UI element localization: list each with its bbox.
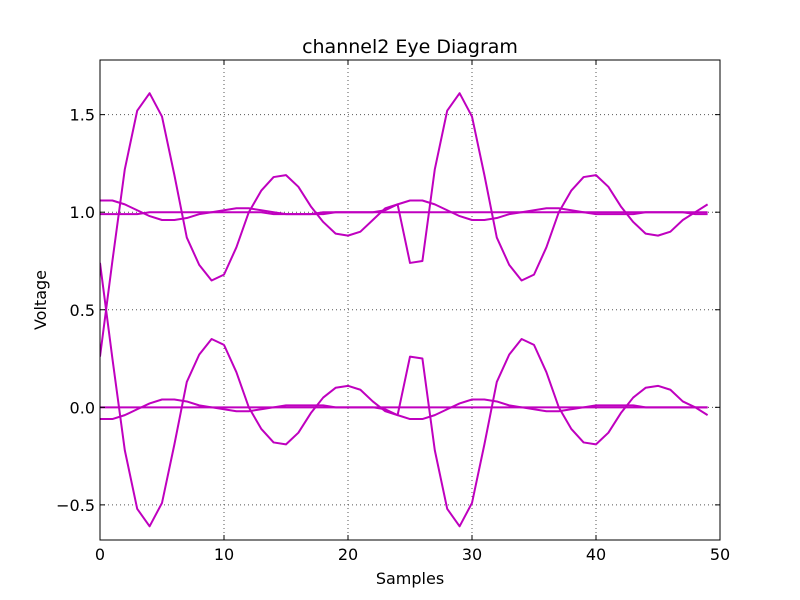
x-tick-label: 10	[214, 545, 234, 564]
y-tick-label: 1.0	[70, 203, 95, 222]
x-axis-label: Samples	[376, 569, 444, 588]
y-axis-label: Voltage	[31, 270, 50, 330]
eye-trace-3	[100, 199, 708, 221]
y-tick-label: 1.5	[70, 106, 95, 125]
y-tick-label: 0.5	[70, 301, 95, 320]
y-tick-label: −0.5	[56, 496, 95, 515]
chart-title: channel2 Eye Diagram	[302, 36, 518, 58]
eye-trace-2	[100, 262, 709, 528]
series-traces	[100, 92, 709, 528]
eye-trace-1	[100, 92, 709, 357]
eye-trace-5	[100, 211, 708, 216]
axis-ticks	[99, 60, 721, 540]
y-tick-label: 0.0	[70, 398, 95, 417]
x-tick-label: 30	[462, 545, 482, 564]
x-tick-label: 20	[338, 545, 358, 564]
x-tick-label: 50	[710, 545, 730, 564]
eye-trace-4	[100, 398, 708, 421]
plot-frame	[99, 59, 721, 541]
x-tick-label: 40	[586, 545, 606, 564]
x-tick-label: 0	[95, 545, 105, 564]
tick-labels: 0 10 20 30 40 50 −0.5 0.0 0.5 1.0 1.5	[56, 106, 730, 564]
